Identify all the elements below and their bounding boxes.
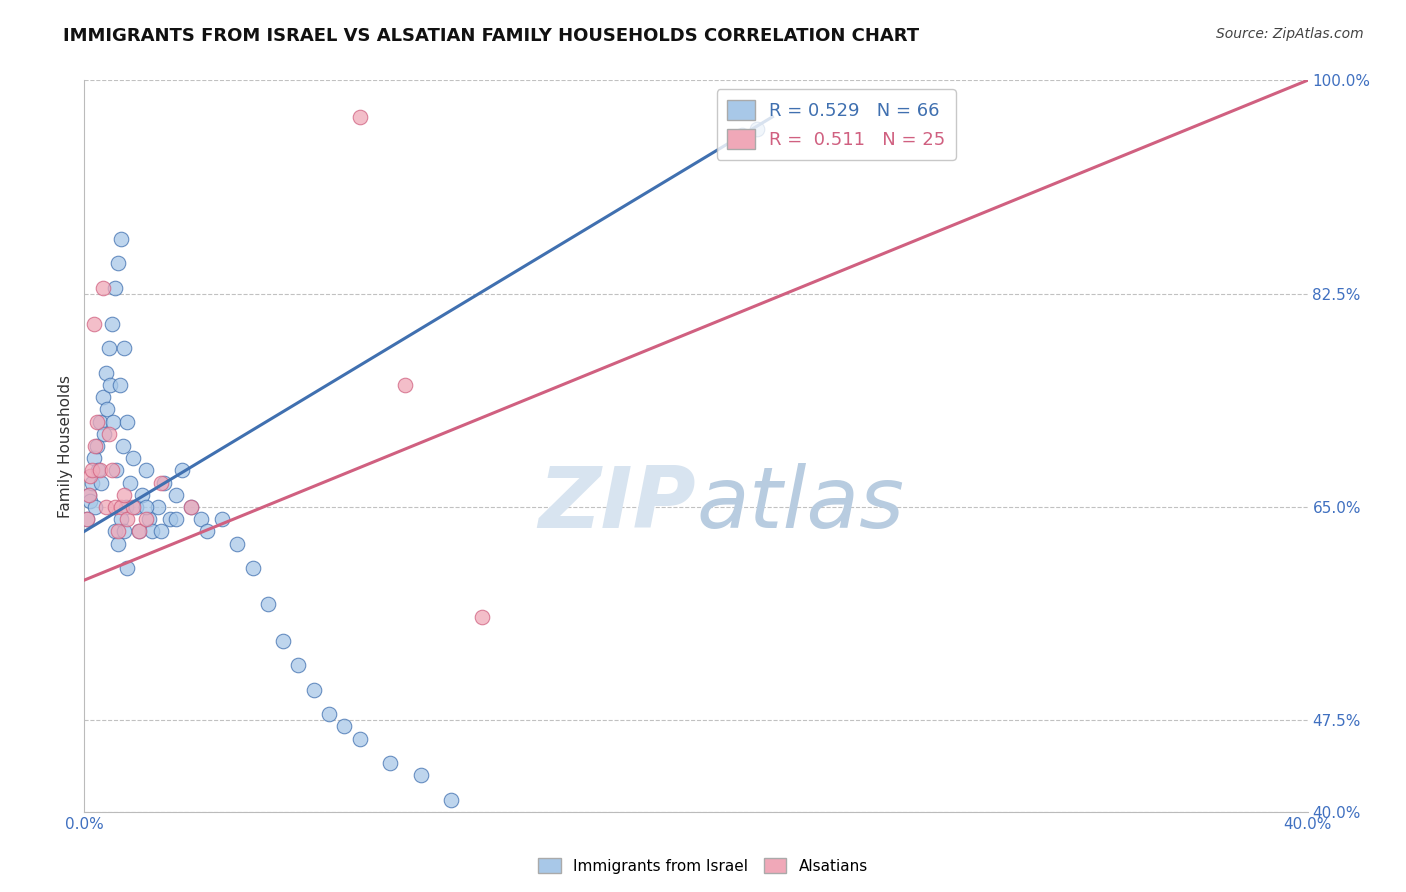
Point [83, 451, 105, 466]
Text: IMMIGRANTS FROM ISRAEL VS ALSATIAN FAMILY HOUSEHOLDS CORRELATION CHART: IMMIGRANTS FROM ISRAEL VS ALSATIAN FAMIL… [63, 27, 920, 45]
Point [271, 634, 294, 648]
Point [409, 768, 432, 782]
Text: atlas: atlas [696, 463, 904, 546]
Point [115, 561, 138, 575]
Point [114, 500, 136, 514]
Point [747, 122, 769, 136]
Point [125, 500, 148, 514]
Point [257, 598, 280, 612]
Point [115, 415, 138, 429]
Point [105, 463, 128, 477]
Point [83, 317, 105, 331]
Point [211, 512, 233, 526]
Point [108, 378, 131, 392]
Point [101, 463, 124, 477]
Point [80, 463, 103, 477]
Legend: R = 0.529   N = 66, R =  0.511   N = 25: R = 0.529 N = 66, R = 0.511 N = 25 [717, 89, 956, 160]
Point [107, 256, 129, 270]
Y-axis label: Family Households: Family Households [58, 375, 73, 517]
Point [149, 475, 172, 490]
Point [138, 512, 160, 526]
Point [122, 451, 145, 466]
Point [104, 280, 127, 294]
Point [165, 488, 187, 502]
Point [131, 488, 153, 502]
Point [91, 390, 114, 404]
Point [226, 536, 249, 550]
Point [146, 500, 169, 514]
Point [84, 500, 107, 514]
Point [190, 512, 212, 526]
Point [153, 475, 176, 490]
Point [77, 488, 100, 502]
Point [87, 463, 110, 477]
Point [349, 731, 371, 746]
Point [135, 512, 157, 526]
Point [89, 463, 111, 477]
Point [440, 792, 463, 806]
Point [380, 756, 402, 770]
Point [103, 415, 125, 429]
Point [80, 475, 103, 490]
Point [93, 426, 115, 441]
Text: ZIP: ZIP [538, 463, 696, 546]
Point [112, 524, 135, 539]
Point [76, 512, 98, 526]
Point [731, 128, 754, 143]
Point [165, 512, 187, 526]
Point [101, 317, 124, 331]
Point [242, 561, 264, 575]
Point [122, 500, 145, 514]
Point [141, 524, 163, 539]
Point [104, 500, 127, 514]
Point [79, 469, 101, 483]
Point [86, 415, 108, 429]
Point [115, 512, 138, 526]
Point [349, 110, 371, 124]
Point [112, 342, 135, 356]
Point [111, 439, 134, 453]
Point [110, 232, 132, 246]
Point [79, 494, 101, 508]
Point [149, 524, 172, 539]
Point [97, 426, 120, 441]
Legend: Immigrants from Israel, Alsatians: Immigrants from Israel, Alsatians [531, 852, 875, 880]
Point [112, 488, 135, 502]
Point [86, 439, 108, 453]
Point [96, 402, 118, 417]
Point [77, 488, 100, 502]
Point [318, 707, 340, 722]
Point [159, 512, 181, 526]
Point [98, 378, 121, 392]
Point [287, 658, 309, 673]
Point [128, 524, 150, 539]
Point [94, 366, 117, 380]
Point [120, 475, 142, 490]
Point [89, 415, 111, 429]
Point [94, 500, 117, 514]
Point [97, 342, 120, 356]
Point [104, 524, 127, 539]
Point [135, 463, 157, 477]
Point [90, 475, 112, 490]
Point [302, 682, 325, 697]
Point [107, 536, 129, 550]
Point [172, 463, 194, 477]
Point [107, 524, 129, 539]
Point [195, 524, 218, 539]
Point [84, 439, 107, 453]
Point [91, 280, 114, 294]
Text: Source: ZipAtlas.com: Source: ZipAtlas.com [1216, 27, 1364, 41]
Point [76, 512, 98, 526]
Point [110, 500, 132, 514]
Point [128, 524, 150, 539]
Point [180, 500, 202, 514]
Point [180, 500, 202, 514]
Point [135, 500, 157, 514]
Point [110, 512, 132, 526]
Point [471, 609, 494, 624]
Point [394, 378, 416, 392]
Point [333, 719, 356, 733]
